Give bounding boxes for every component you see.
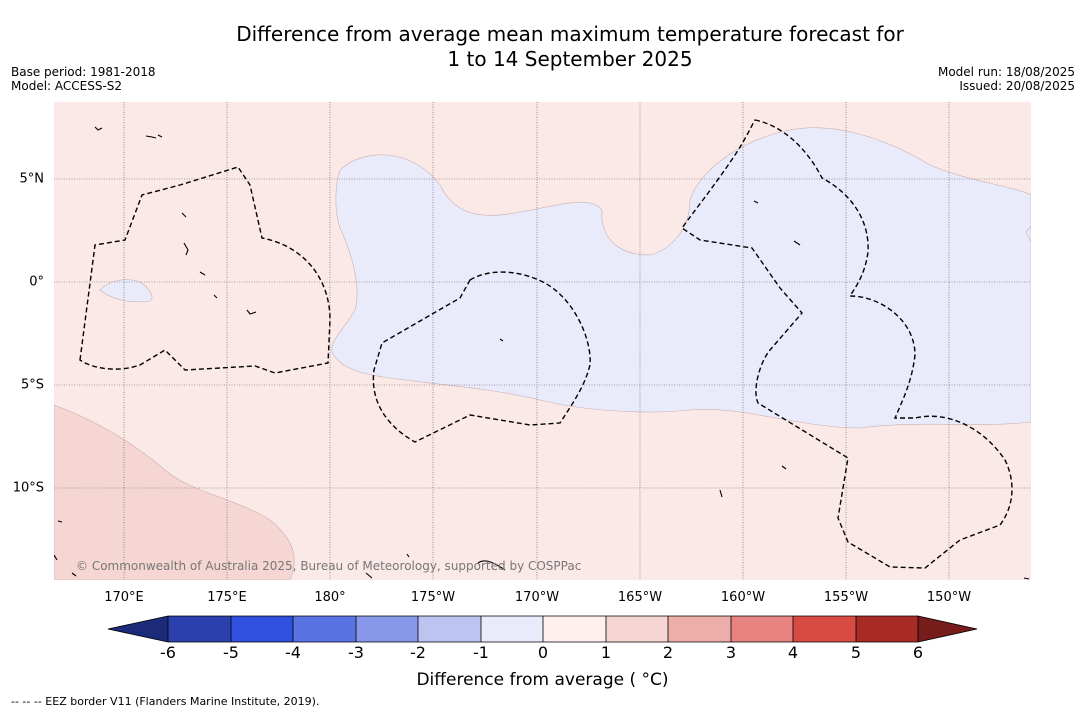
island-outline	[181, 212, 187, 218]
colorbar-tick-label: -5	[223, 643, 239, 662]
colorbar-tick-label: -3	[348, 643, 364, 662]
model-run-date: Model run: 18/08/2025	[937, 65, 1075, 79]
colorbar-tick-label: -4	[285, 643, 301, 662]
lon-label-180: 180°	[314, 590, 346, 605]
lon-label-155w: 155°W	[823, 590, 869, 605]
island-outline	[145, 134, 163, 139]
colorbar-tick-label: -1	[473, 643, 489, 662]
colorbar-segment	[606, 616, 668, 642]
island-outline	[71, 572, 77, 577]
lon-label-160w: 160°W	[720, 590, 766, 605]
island-outline	[719, 489, 723, 498]
forecast-metadata-left: Base period: 1981-2018 Model: ACCESS-S2	[11, 65, 156, 93]
island-outline	[57, 520, 63, 523]
colorbar	[107, 615, 978, 643]
lon-label-175w: 175°W	[410, 590, 456, 605]
colorbar-segment	[481, 616, 543, 642]
lat-label-5n: 5°N	[19, 171, 45, 187]
colorbar-segment	[418, 616, 481, 642]
cool-anomaly-east-edge	[1025, 225, 1031, 243]
map-title: Difference from average mean maximum tem…	[0, 22, 1085, 72]
colorbar-tick-label: 4	[787, 643, 799, 662]
island-outline	[94, 126, 103, 131]
model-name: Model: ACCESS-S2	[11, 79, 123, 93]
colorbar-tick-label: 5	[850, 643, 862, 662]
lon-label-170e: 170°E	[104, 590, 144, 605]
island-outline	[246, 309, 257, 315]
island-coastlines	[54, 126, 1030, 580]
warm-anomaly-region	[54, 404, 295, 580]
island-outline	[1023, 577, 1030, 580]
colorbar-tick-label: 2	[662, 643, 674, 662]
colorbar-tick-label: -6	[160, 643, 176, 662]
island-outline	[213, 294, 218, 299]
colorbar-segment	[543, 616, 606, 642]
lat-label-5s: 5°S	[20, 377, 44, 393]
cool-anomaly-island-patch	[99, 279, 153, 303]
island-outline	[499, 338, 504, 342]
eez-legend-footnote: -- -- -- EEZ border V11 (Flanders Marine…	[11, 695, 320, 708]
colorbar-segment	[293, 616, 356, 642]
colorbar-min-extension	[108, 616, 168, 642]
island-outline	[54, 554, 58, 561]
colorbar-tick-label: 0	[537, 643, 549, 662]
colorbar-segment	[856, 616, 918, 642]
island-outline	[753, 200, 759, 204]
cool-anomaly-region	[331, 127, 1031, 429]
colorbar-segment	[168, 616, 231, 642]
colorbar-segment	[668, 616, 731, 642]
island-outline	[793, 240, 801, 246]
colorbar-tick-label: 3	[725, 643, 737, 662]
lon-label-165w: 165°W	[617, 590, 663, 605]
map-area: © Commonwealth of Australia 2025, Bureau…	[54, 102, 1031, 580]
lat-label-10s: 10°S	[12, 480, 44, 496]
island-outline	[477, 560, 506, 571]
island-outline	[183, 242, 189, 256]
island-outline	[365, 572, 373, 579]
title-line-1: Difference from average mean maximum tem…	[236, 22, 904, 46]
lat-label-equator: 0°	[29, 274, 44, 290]
lon-label-175e: 175°E	[207, 590, 247, 605]
colorbar-tick-label: 1	[600, 643, 612, 662]
colorbar-segment	[731, 616, 793, 642]
colorbar-title: Difference from average ( °C)	[416, 670, 669, 690]
colorbar-segment	[231, 616, 293, 642]
eez-border-kiribati-line	[681, 119, 1013, 569]
island-outline	[406, 553, 410, 558]
colorbar-tick-label: -2	[410, 643, 426, 662]
copyright-notice: © Commonwealth of Australia 2025, Bureau…	[76, 559, 581, 573]
forecast-metadata-right: Model run: 18/08/2025 Issued: 20/08/2025	[938, 65, 1075, 93]
colorbar-tick-label: 6	[912, 643, 924, 662]
island-outline	[781, 465, 787, 470]
issued-date: Issued: 20/08/2025	[959, 79, 1075, 93]
colorbar-tick-marks	[167, 616, 919, 642]
title-line-2: 1 to 14 September 2025	[447, 47, 693, 71]
base-period: Base period: 1981-2018	[11, 65, 156, 79]
colorbar-segment	[356, 616, 418, 642]
colorbar-segment	[793, 616, 856, 642]
lon-label-170w: 170°W	[514, 590, 560, 605]
longitude-gridlines	[123, 102, 950, 580]
colorbar-max-extension	[918, 616, 977, 642]
eez-border-kiribati-gilbert	[79, 166, 331, 374]
eez-borders	[79, 119, 1013, 569]
lon-label-150w: 150°W	[926, 590, 972, 605]
island-outline	[199, 271, 206, 276]
